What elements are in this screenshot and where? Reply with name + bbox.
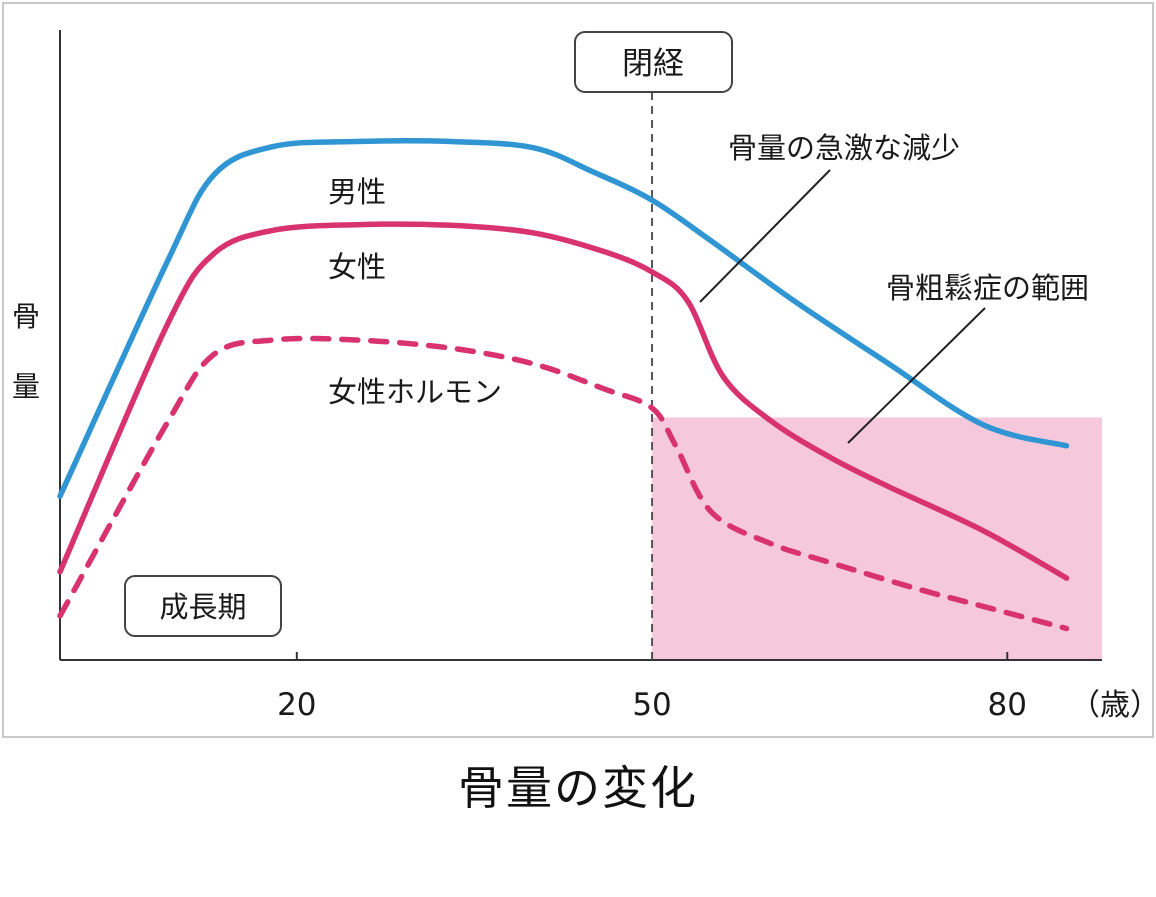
bone-mass-chart: 20 50 80 骨 量 男性 女性 女性ホルモン 閉経 成長期 骨量の急激な減少 …	[12, 30, 1156, 723]
y-axis-label-char-2: 量	[12, 370, 40, 403]
osteoporosis-region	[652, 417, 1102, 660]
series-label-male: 男性	[328, 175, 386, 209]
x-ticks: 20 50 80	[277, 652, 1027, 723]
series-label-hormone: 女性ホルモン	[328, 375, 502, 409]
x-tick-label-20: 20	[277, 687, 316, 723]
osteoporosis-label: 骨粗鬆症の範囲	[886, 271, 1089, 305]
series-line-hormone	[57, 335, 1070, 632]
series-label-female: 女性	[328, 250, 386, 284]
x-tick-label-80: 80	[988, 687, 1027, 723]
rapid-loss-label: 骨量の急激な減少	[728, 131, 960, 165]
growth-box	[124, 575, 282, 637]
series-line-male	[57, 138, 1070, 499]
y-axis-label-char-1: 骨	[12, 300, 40, 333]
menopause-label: 閉経	[622, 46, 684, 82]
menopause-box	[574, 31, 733, 93]
series-line-female	[57, 221, 1070, 581]
x-tick-label-50: 50	[632, 687, 671, 723]
growth-label: 成長期	[159, 590, 246, 624]
chart-caption: 骨量の変化	[458, 761, 698, 815]
osteoporosis-leader	[847, 307, 986, 444]
rapid-loss-leader	[699, 169, 831, 303]
x-axis-unit: （歳）	[1070, 688, 1156, 723]
series-group	[57, 138, 1070, 632]
